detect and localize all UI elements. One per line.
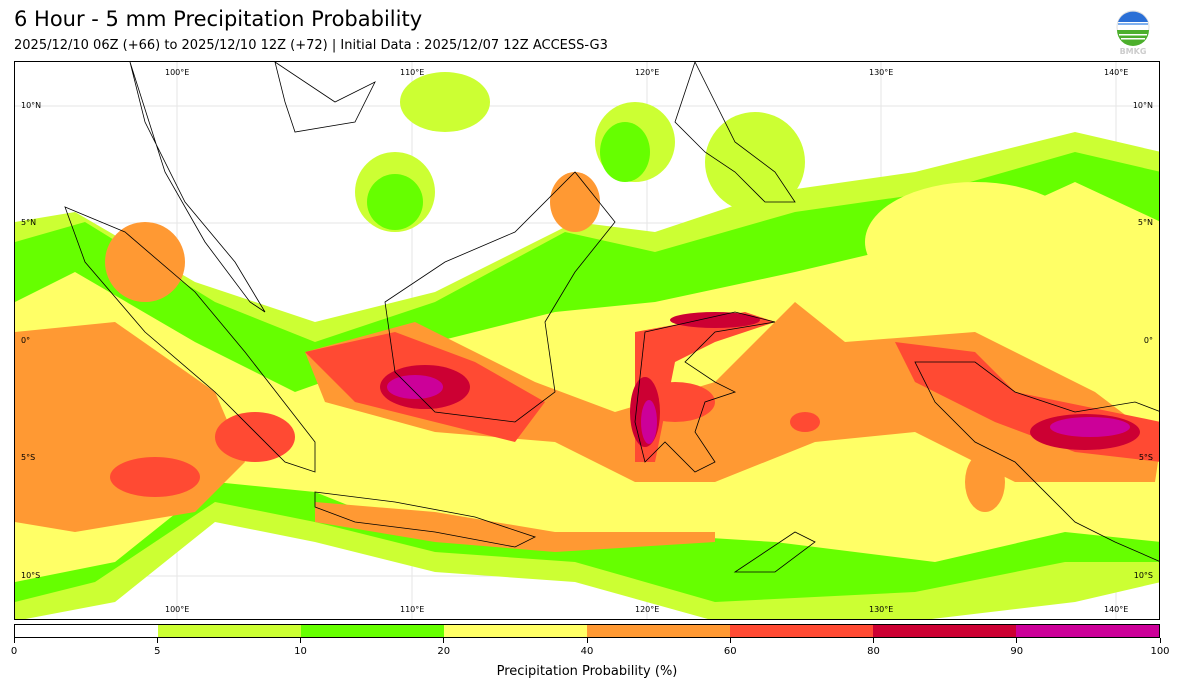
colorbar-tick [729,638,731,643]
coast-borneo [384,171,616,423]
colorbar-tick [873,638,874,643]
lat-label-right: 10°S [1133,571,1153,580]
colorbar-tick [586,638,588,643]
coast-java [314,491,537,548]
colorbar-bin [444,625,587,637]
coast-philippines [674,62,796,203]
lat-label-left: 10°S [21,571,41,580]
lat-label-right: 0° [1143,336,1153,345]
lon-label-top: 100°E [165,68,190,77]
lat-label-right: 10°N [1132,101,1153,110]
colorbar-tick-label: 80 [867,646,880,657]
colorbar-tick [1016,638,1018,643]
colorbar-tick [443,638,445,643]
lat-label-left: 5°N [21,218,37,227]
colorbar-label: Precipitation Probability (%) [496,664,678,679]
colorbar-bin [1016,625,1159,637]
colorbar-tick [13,638,15,643]
colorbar-tick-label: 40 [580,646,594,657]
coast-timor [733,531,816,573]
colorbar-tick-label: 5 [154,646,161,657]
lon-label-bottom: 140°E [1104,605,1129,614]
lon-label-bottom: 120°E [635,605,660,614]
lon-label-top: 110°E [400,68,425,77]
precipitation-map: 100°E 110°E 120°E 130°E 140°E 100°E 110°… [14,61,1160,620]
colorbar-bin [730,625,873,637]
coast-indochina [274,62,376,133]
probability-90-100 [387,375,1130,444]
coastlines [64,62,1159,573]
coast-new-guinea [914,361,1159,562]
colorbar-tick-label: 60 [723,646,737,657]
colorbar-tick-label: 10 [294,646,307,657]
coast-sumatra [64,206,316,473]
colorbar-tick [300,638,301,643]
colorbar-bin [301,625,444,637]
coast-sulawesi [634,311,776,473]
svg-text:BMKG: BMKG [1120,47,1147,56]
coast-malay-peninsula [129,62,266,313]
lon-label-top: 130°E [869,68,894,77]
colorbar-bin [158,625,301,637]
map-canvas [15,62,1159,619]
lat-label-left: 5°S [21,453,36,462]
colorbar-tick-label: 20 [437,646,451,657]
lat-label-left: 10°N [21,101,42,110]
lat-label-right: 5°N [1137,218,1153,227]
lon-label-bottom: 130°E [869,605,894,614]
colorbar-tick-label: 0 [10,646,18,657]
colorbar-tick [156,638,158,643]
lon-label-bottom: 100°E [165,605,190,614]
map-subtitle: 2025/12/10 06Z (+66) to 2025/12/10 12Z (… [14,38,608,53]
lat-label-right: 5°S [1138,453,1153,462]
colorbar-bin [873,625,1016,637]
colorbar-tick-label: 100 [1150,646,1170,657]
colorbar-bin [587,625,730,637]
lon-label-bottom: 110°E [400,605,425,614]
bmkg-logo: BMKG [1116,10,1150,56]
lat-label-left: 0° [21,336,31,345]
colorbar-bin [15,625,158,637]
colorbar-tick-label: 90 [1010,646,1024,657]
lon-label-top: 120°E [635,68,660,77]
map-title: 6 Hour - 5 mm Precipitation Probability [14,7,423,31]
probability-20-40 [15,182,1159,582]
colorbar [14,624,1160,638]
lon-label-top: 140°E [1104,68,1129,77]
colorbar-tick [1159,638,1161,643]
